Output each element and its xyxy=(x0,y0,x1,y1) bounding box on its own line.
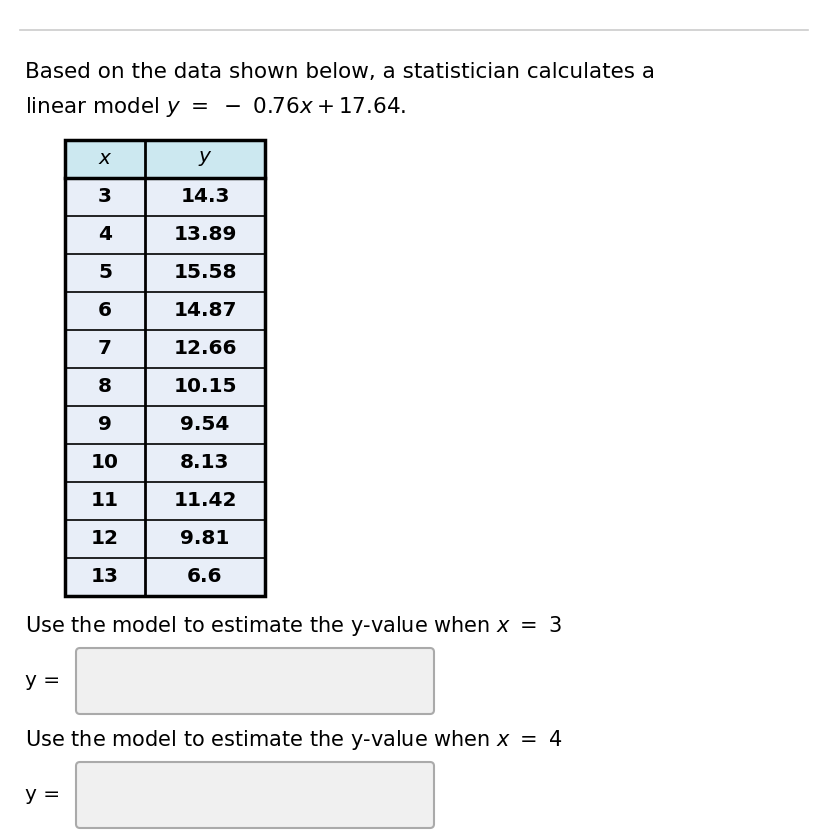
Text: 11.42: 11.42 xyxy=(173,491,237,511)
Text: 9.54: 9.54 xyxy=(180,416,229,434)
Text: linear model $y\ =\ -\ 0.76x + 17.64.$: linear model $y\ =\ -\ 0.76x + 17.64.$ xyxy=(25,95,406,119)
Bar xyxy=(65,330,265,368)
Text: Based on the data shown below, a statistician calculates a: Based on the data shown below, a statist… xyxy=(25,62,654,82)
Text: 14.87: 14.87 xyxy=(173,302,237,321)
Bar xyxy=(65,558,265,596)
Text: 5: 5 xyxy=(98,264,112,282)
Text: y =: y = xyxy=(25,671,60,690)
Text: 10: 10 xyxy=(91,454,119,472)
Bar xyxy=(65,140,265,596)
Bar xyxy=(65,216,265,254)
Text: 14.3: 14.3 xyxy=(180,187,229,207)
Bar xyxy=(65,140,265,178)
Text: $y$: $y$ xyxy=(198,150,212,169)
Text: 8.13: 8.13 xyxy=(180,454,229,472)
Bar xyxy=(65,482,265,520)
Bar xyxy=(65,406,265,444)
Text: 9.81: 9.81 xyxy=(180,529,229,549)
Text: 7: 7 xyxy=(98,339,112,359)
Bar xyxy=(65,292,265,330)
Text: y =: y = xyxy=(25,785,60,805)
Text: $x$: $x$ xyxy=(98,150,112,169)
Text: 12.66: 12.66 xyxy=(173,339,237,359)
Bar xyxy=(65,444,265,482)
Text: Use the model to estimate the y-value when $x\ =\ 4$: Use the model to estimate the y-value wh… xyxy=(25,728,562,752)
Text: 12: 12 xyxy=(91,529,119,549)
Text: 3: 3 xyxy=(98,187,112,207)
Text: 15.58: 15.58 xyxy=(173,264,237,282)
Bar xyxy=(65,520,265,558)
Text: 11: 11 xyxy=(91,491,119,511)
FancyBboxPatch shape xyxy=(76,762,433,828)
Text: 9: 9 xyxy=(98,416,112,434)
Text: 8: 8 xyxy=(98,377,112,396)
Text: Use the model to estimate the y-value when $x\ =\ 3$: Use the model to estimate the y-value wh… xyxy=(25,614,562,638)
Text: 13.89: 13.89 xyxy=(173,225,237,244)
Bar xyxy=(65,178,265,216)
Text: 10.15: 10.15 xyxy=(173,377,237,396)
Text: 4: 4 xyxy=(98,225,112,244)
Text: 13: 13 xyxy=(91,568,119,586)
Bar xyxy=(65,368,265,406)
Text: 6: 6 xyxy=(98,302,112,321)
Bar xyxy=(65,254,265,292)
FancyBboxPatch shape xyxy=(76,648,433,714)
Text: 6.6: 6.6 xyxy=(187,568,222,586)
